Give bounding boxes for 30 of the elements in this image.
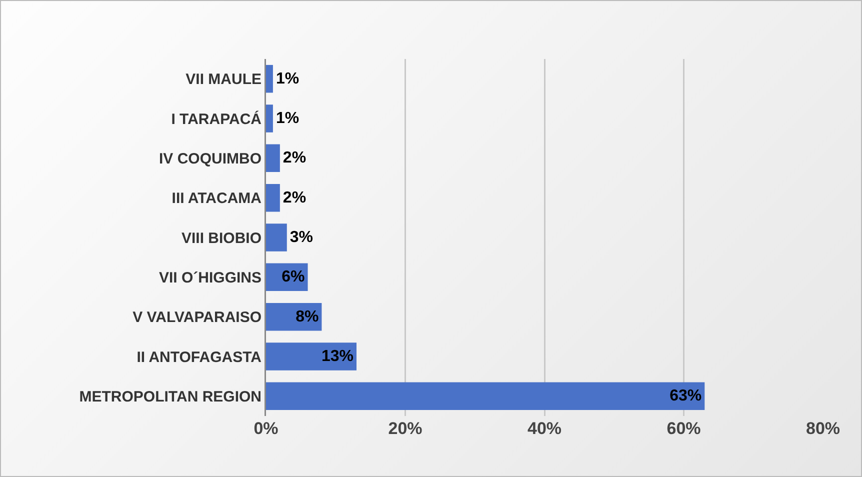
y-tick-label: V VALVAPARAISO: [132, 309, 262, 326]
data-label: 2%: [282, 189, 306, 206]
x-tick-label: 0%: [254, 419, 278, 438]
bar: [266, 104, 273, 132]
data-label: 3%: [290, 229, 314, 246]
data-label: 1%: [276, 110, 300, 127]
data-label: 13%: [321, 348, 354, 365]
bar: [266, 224, 287, 252]
bar: [266, 342, 357, 370]
y-tick-label: VIII BIOBIO: [181, 230, 262, 247]
bar: [266, 64, 273, 93]
data-label: 2%: [282, 150, 306, 167]
y-tick-label: VII O´HIGGINS: [158, 269, 262, 286]
y-tick-label: III ATACAMA: [172, 190, 262, 208]
x-tick-label: 40%: [527, 419, 562, 438]
bar: [266, 382, 705, 410]
bar: [266, 184, 280, 212]
x-tick-label: 60%: [666, 419, 701, 438]
data-label: 6%: [282, 268, 305, 286]
data-label: 8%: [296, 308, 319, 326]
bar: [266, 144, 280, 172]
x-tick-label: 20%: [388, 419, 422, 438]
y-tick-label: II ANTOFAGASTA: [136, 348, 262, 366]
y-tick-label: I TARAPACÁ: [171, 110, 262, 128]
y-tick-label: VII MAULE: [186, 71, 262, 88]
data-label: 63%: [670, 388, 702, 405]
y-tick-label: METROPOLITAN REGION: [79, 388, 262, 406]
data-label: 1%: [276, 70, 300, 88]
y-tick-label: IV COQUIMBO: [158, 150, 262, 168]
x-tick-label: 80%: [806, 419, 840, 438]
